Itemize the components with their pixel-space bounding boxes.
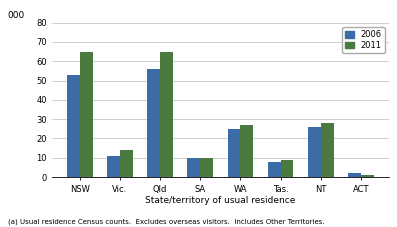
Bar xyxy=(67,75,80,177)
Bar xyxy=(160,52,173,177)
Bar xyxy=(348,173,361,177)
Legend: 2006, 2011: 2006, 2011 xyxy=(342,27,385,53)
Text: (a) Usual residence Census counts.  Excludes overseas visitors.  Includes Other : (a) Usual residence Census counts. Exclu… xyxy=(8,218,325,225)
Bar xyxy=(268,162,281,177)
Bar xyxy=(361,175,374,177)
Bar xyxy=(281,160,293,177)
Bar xyxy=(321,123,333,177)
Bar xyxy=(308,127,321,177)
Bar xyxy=(227,129,241,177)
Bar xyxy=(80,52,93,177)
Bar xyxy=(241,125,253,177)
Bar xyxy=(187,158,200,177)
Bar xyxy=(147,69,160,177)
X-axis label: State/territory of usual residence: State/territory of usual residence xyxy=(145,197,295,205)
Bar xyxy=(200,158,213,177)
Bar xyxy=(120,150,133,177)
Bar xyxy=(107,156,120,177)
Text: 000: 000 xyxy=(8,11,25,20)
